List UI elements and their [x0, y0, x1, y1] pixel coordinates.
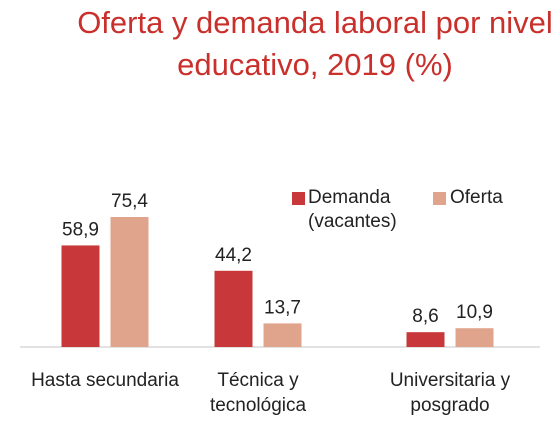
- legend-label: Demanda (vacantes): [308, 187, 397, 232]
- value-label: 10,9: [456, 302, 493, 323]
- bar: [214, 270, 253, 347]
- legend-swatch: [433, 192, 446, 205]
- value-label: 58,9: [62, 219, 99, 240]
- value-label: 13,7: [264, 297, 301, 318]
- x-tick-label: Hasta secundaria: [31, 370, 179, 391]
- x-tick-label: Universitaria y posgrado: [389, 370, 511, 416]
- bar: [61, 245, 100, 347]
- chart-title: Oferta y demanda laboral por nivel educa…: [77, 5, 553, 82]
- value-label: 8,6: [412, 306, 438, 327]
- value-label: 44,2: [215, 245, 252, 266]
- bar: [263, 323, 302, 347]
- bar: [455, 328, 494, 347]
- x-tick-label: Técnica y tecnológica: [209, 370, 307, 416]
- value-label: 75,4: [111, 191, 148, 212]
- bar: [110, 217, 149, 347]
- legend-swatch: [292, 192, 305, 205]
- legend-label: Oferta: [450, 187, 503, 208]
- bar: [406, 332, 445, 347]
